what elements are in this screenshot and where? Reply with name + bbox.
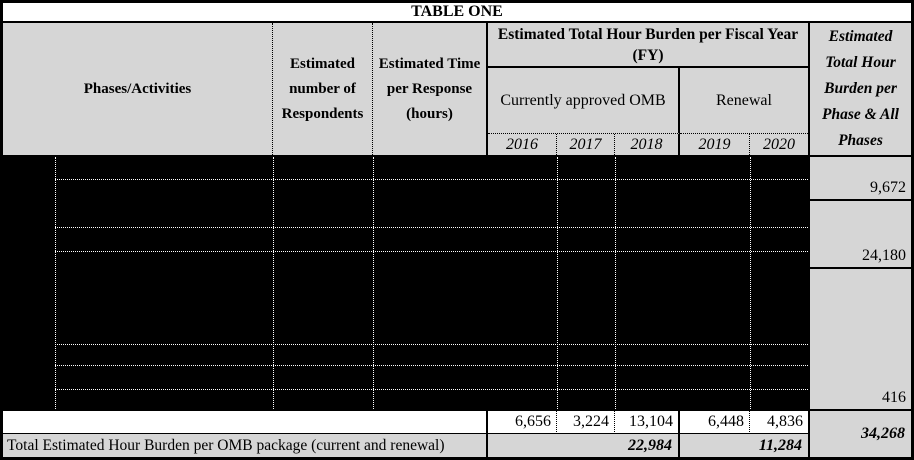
subtotal-2016: 6,656 [488, 411, 557, 434]
col-header-year-2017: 2017 [557, 134, 615, 155]
total-current-omb: 22,984 [488, 434, 680, 457]
col-header-year-2020: 2020 [750, 134, 808, 155]
subtotal-2020: 4,836 [750, 411, 808, 434]
col-header-currently-approved: Currently approved OMB [488, 68, 680, 134]
grid-row-6 [55, 389, 808, 390]
header-body-divider [3, 155, 911, 157]
table-title: TABLE ONE [3, 3, 911, 23]
col-header-year-2016: 2016 [488, 134, 557, 155]
subtotal-empty-cell [3, 411, 488, 434]
col-header-year-2018: 2018 [615, 134, 680, 155]
grid-row-1 [55, 179, 808, 180]
phase-total-cell-1: 9,672 [808, 157, 911, 201]
grid-line-2016-2017 [557, 157, 558, 409]
grid-line-2017-2018 [615, 157, 616, 409]
grid-row-3 [55, 251, 808, 252]
grid-line-2019-2020 [750, 157, 751, 409]
grid-row-2 [55, 227, 808, 228]
body-subtotal-divider [3, 409, 911, 411]
col-header-fy-group: Estimated Total Hour Burden per Fiscal Y… [488, 23, 808, 68]
subtotal-2019: 6,448 [680, 411, 750, 434]
col-header-year-2019: 2019 [680, 134, 750, 155]
subtotal-2017: 3,224 [557, 411, 615, 434]
grid-row-5 [55, 365, 808, 366]
redacted-body-region [3, 157, 808, 409]
phase-total-cell-3: 416 [808, 269, 911, 409]
total-row-label: Total Estimated Hour Burden per OMB pack… [3, 434, 488, 457]
phase-total-cell-2: 24,180 [808, 201, 911, 269]
total-renewal: 11,284 [680, 434, 808, 457]
col-header-phases: Phases/Activities [3, 23, 273, 155]
col-header-phase-total: Estimated Total Hour Burden per Phase & … [808, 23, 911, 155]
grand-total-cell: 34,268 [808, 411, 911, 457]
grid-row-4 [55, 344, 808, 345]
col-header-respondents: Estimated number of Respondents [273, 23, 373, 155]
grid-line-phase-col [55, 157, 56, 409]
col-header-time-per-response: Estimated Time per Response (hours) [373, 23, 488, 155]
grid-line-col1 [273, 157, 274, 409]
col-header-renewal: Renewal [680, 68, 808, 134]
grid-line-col2 [373, 157, 374, 409]
subtotal-2018: 13,104 [615, 411, 680, 434]
